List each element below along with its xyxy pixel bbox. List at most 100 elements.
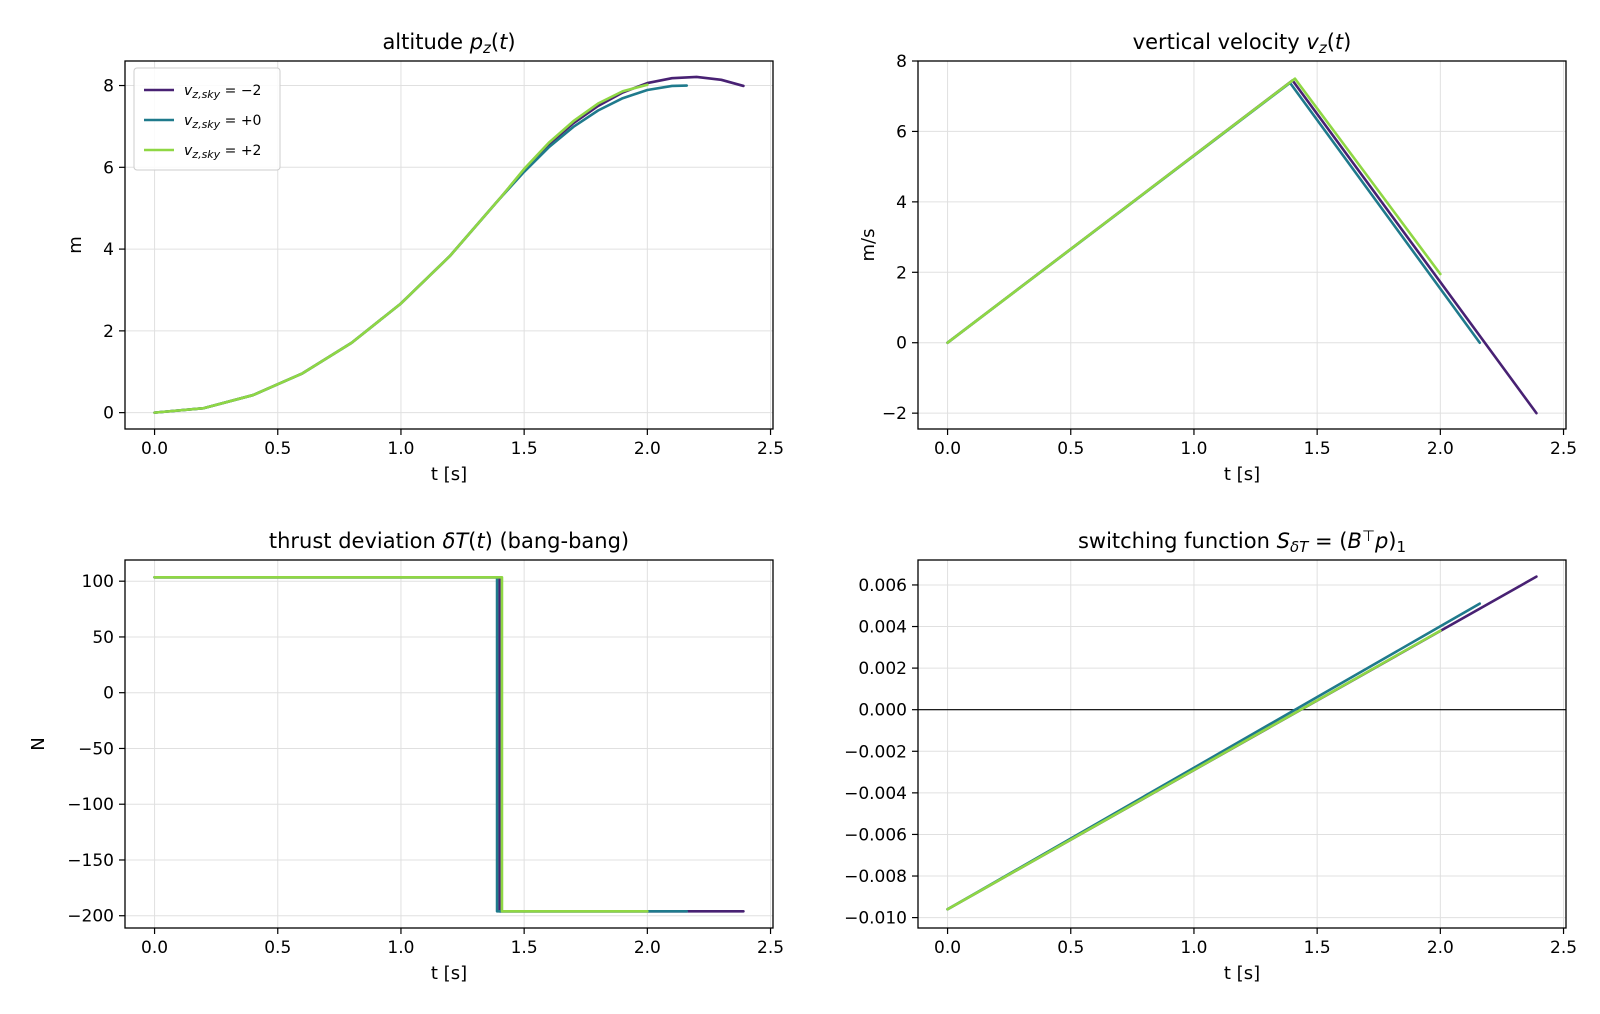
- x-axis-label: t [s]: [1224, 963, 1260, 984]
- legend-label-value: = +0: [220, 113, 261, 129]
- y-tick-label: −100: [67, 795, 114, 815]
- axes-frame: [124, 559, 774, 929]
- y-tick-label: 50: [92, 628, 114, 648]
- title-part: ⊤: [1362, 527, 1375, 545]
- y-tick-label: 8: [896, 52, 907, 72]
- subplot-title: thrust deviation δT(t) (bang-bang): [269, 529, 629, 553]
- series-group: [946, 575, 1538, 911]
- title-part: t: [476, 529, 485, 553]
- series-line-vz-plus-2: [946, 77, 1442, 345]
- y-tick-label: 100: [82, 572, 114, 592]
- legend-label-base: v: [184, 83, 193, 99]
- title-part: z: [1318, 39, 1328, 57]
- title-part: ): [1343, 30, 1351, 54]
- x-tick-label: 1.5: [1304, 938, 1331, 958]
- plot-area: [125, 560, 773, 928]
- y-axis-label: m: [65, 236, 86, 254]
- y-tick-label: 0: [103, 404, 114, 424]
- title-part: thrust deviation: [269, 529, 443, 553]
- x-tick-label: 0.0: [934, 938, 961, 958]
- x-tick-label: 1.5: [1304, 439, 1331, 459]
- title-part: 1: [1396, 538, 1406, 556]
- series-group: [153, 75, 745, 414]
- axes-frame: [917, 60, 1567, 430]
- title-part: ): [507, 30, 515, 54]
- y-tick-label: 0.000: [858, 701, 907, 721]
- title-part: t: [499, 30, 508, 54]
- x-tick-label: 0.5: [1057, 938, 1084, 958]
- series-group: [153, 575, 745, 913]
- title-part: (: [468, 529, 476, 553]
- y-tick-label: 8: [103, 77, 114, 97]
- x-axis-label: t [s]: [431, 963, 467, 984]
- x-tick-label: 2.0: [634, 938, 661, 958]
- subplot-title: switching function SδT = (B⊤p)1: [1078, 527, 1406, 556]
- title-part: (: [1327, 30, 1335, 54]
- subplot-2: 0.0 0.5 1.0 1.5 2.0 2.5 −2 0 2 4 6 8 t [s] m/s vertica…: [858, 30, 1577, 485]
- subplot-3: 0.0 0.5 1.0 1.5 2.0 2.5 −200 −150 −100 −50 0 50 100 t…: [28, 529, 784, 984]
- legend-label-sub: z,sky: [191, 88, 220, 101]
- series-group: [946, 77, 1538, 415]
- legend: vz,sky = −2vz,sky = +0vz,sky = +2: [133, 67, 281, 171]
- y-tick-label: −0.004: [844, 784, 907, 804]
- title-part: δT: [1290, 538, 1310, 556]
- subplot-title: altitude pz(t): [382, 30, 515, 57]
- title-part: p: [469, 30, 483, 54]
- y-tick-label: −50: [78, 739, 114, 759]
- legend-label-vz-plus-2: vz,sky = +2: [184, 143, 261, 161]
- series-line-vz-plus-2: [946, 629, 1442, 911]
- y-tick-label: −0.002: [844, 742, 907, 762]
- legend-label-sub: z,sky: [191, 118, 220, 131]
- y-tick-label: −150: [67, 851, 114, 871]
- x-tick-label: 0.0: [141, 439, 168, 459]
- x-tick-label: 2.5: [757, 938, 784, 958]
- y-tick-label: 2: [103, 322, 114, 342]
- title-part: S: [1277, 529, 1290, 553]
- y-axis-label: m/s: [858, 229, 879, 262]
- y-tick-label: 0: [103, 684, 114, 704]
- x-tick-label: 1.0: [387, 938, 414, 958]
- y-tick-label: 6: [896, 122, 907, 142]
- title-part: B: [1347, 529, 1361, 553]
- y-tick-label: −0.006: [844, 825, 907, 845]
- legend-label-value: = +2: [220, 143, 261, 159]
- plot-area: [918, 61, 1566, 429]
- legend-label-value: = −2: [220, 83, 261, 99]
- x-tick-label: 1.0: [387, 439, 414, 459]
- title-part: switching function: [1078, 529, 1277, 553]
- legend-label-vz-minus-2: vz,sky = −2: [184, 83, 261, 101]
- series-line-vz-plus-2: [153, 83, 649, 414]
- x-axis-label: t [s]: [1224, 464, 1260, 485]
- x-axis-label: t [s]: [431, 464, 467, 485]
- x-tick-label: 1.5: [511, 439, 538, 459]
- legend-box: [133, 67, 281, 171]
- x-tick-label: 0.5: [264, 938, 291, 958]
- x-tick-label: 2.5: [1550, 439, 1577, 459]
- title-part: (: [491, 30, 499, 54]
- title-part: altitude: [382, 30, 469, 54]
- title-part: vertical velocity: [1133, 30, 1307, 54]
- title-part: = (: [1308, 529, 1347, 553]
- title-part: z: [482, 39, 492, 57]
- subplot-title: vertical velocity vz(t): [1133, 30, 1352, 57]
- axes-frame: [124, 60, 774, 430]
- y-tick-label: −0.008: [844, 867, 907, 887]
- legend-label-vz-plus-0: vz,sky = +0: [184, 113, 261, 131]
- title-part: v: [1306, 30, 1319, 54]
- x-tick-label: 2.0: [634, 439, 661, 459]
- legend-label-base: v: [184, 113, 193, 129]
- x-tick-label: 2.5: [1550, 938, 1577, 958]
- y-tick-label: 4: [103, 240, 114, 260]
- y-tick-label: −200: [67, 907, 114, 927]
- x-tick-label: 2.5: [757, 439, 784, 459]
- series-line-vz-plus-2: [153, 575, 649, 913]
- title-part: ) (bang-bang): [485, 529, 630, 553]
- y-tick-label: 4: [896, 193, 907, 213]
- x-tick-label: 1.0: [1180, 439, 1207, 459]
- y-tick-label: −2: [882, 404, 907, 424]
- y-tick-label: 0.004: [858, 618, 907, 638]
- legend-label-sub: z,sky: [191, 148, 220, 161]
- x-tick-label: 2.0: [1427, 439, 1454, 459]
